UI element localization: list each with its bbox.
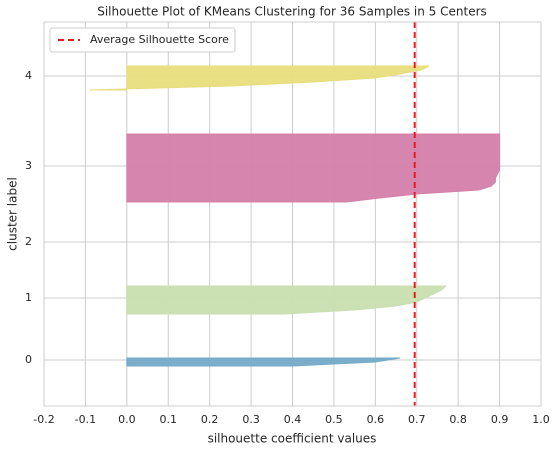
x-axis-label: silhouette coefficient values	[208, 432, 377, 446]
x-tick-label: 0.7	[408, 413, 426, 426]
cluster-area	[89, 65, 430, 91]
x-tick-label: 0.4	[284, 413, 302, 426]
x-tick-label: 0.9	[491, 413, 509, 426]
x-tick-label: 0.3	[242, 413, 260, 426]
legend-label: Average Silhouette Score	[90, 33, 229, 46]
y-tick-label: 4	[25, 69, 32, 82]
x-tick-label: 0.6	[367, 413, 385, 426]
x-tick-label: 0.0	[118, 413, 136, 426]
x-tick-label: 0.8	[449, 413, 467, 426]
cluster-area	[126, 133, 501, 203]
legend-box	[49, 27, 236, 53]
y-axis-label: cluster label	[6, 177, 20, 251]
cluster-area	[126, 285, 447, 315]
x-tick-label: 0.2	[201, 413, 219, 426]
x-tick-label: -0.2	[33, 413, 54, 426]
y-tick-label: 3	[25, 159, 32, 172]
cluster-area	[126, 357, 401, 367]
plot-frame	[43, 21, 542, 407]
x-tick-label: 0.5	[325, 413, 343, 426]
y-tick-label: 2	[25, 235, 32, 248]
x-tick-label: -0.1	[75, 413, 96, 426]
x-tick-label: 0.1	[160, 413, 178, 426]
chart-title: Silhouette Plot of KMeans Clustering for…	[97, 5, 487, 19]
x-tick-label: 1.0	[532, 413, 550, 426]
y-tick-label: 0	[25, 353, 32, 366]
y-tick-label: 1	[25, 291, 32, 304]
